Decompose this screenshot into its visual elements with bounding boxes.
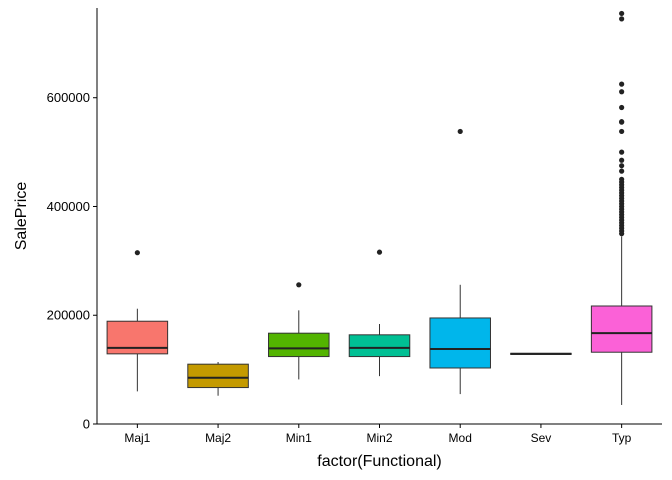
y-axis-title: SalePrice bbox=[13, 182, 30, 251]
box-group-min2 bbox=[348, 249, 411, 377]
box-group-mod bbox=[429, 128, 491, 395]
outlier-point bbox=[619, 176, 625, 182]
outlier-point bbox=[619, 163, 625, 169]
outlier-point bbox=[376, 249, 383, 255]
ticks-layer: Maj1 Maj2 Min1 Min2 Mod Sev Typ 0 200000 400000 60… bbox=[47, 90, 632, 445]
y-tick-label: 200000 bbox=[47, 308, 90, 323]
outlier-point bbox=[619, 149, 625, 155]
outlier-point bbox=[296, 282, 302, 288]
box-group-min1 bbox=[268, 282, 330, 380]
outlier-point bbox=[619, 104, 625, 111]
x-tick-label: Sev bbox=[531, 431, 552, 445]
x-tick-label: Maj1 bbox=[124, 431, 150, 445]
outlier-point bbox=[619, 168, 625, 174]
y-tick-label: 0 bbox=[83, 417, 90, 432]
box-body bbox=[590, 305, 653, 353]
box-group-typ bbox=[590, 10, 653, 405]
y-tick-label: 400000 bbox=[47, 199, 90, 214]
outlier-point bbox=[619, 119, 625, 125]
box-body bbox=[187, 363, 249, 389]
outlier-point bbox=[457, 128, 463, 135]
outlier-point bbox=[619, 89, 625, 95]
x-tick-label: Maj2 bbox=[205, 431, 231, 445]
y-tick-label: 600000 bbox=[47, 90, 90, 105]
x-tick-label: Typ bbox=[612, 431, 632, 445]
box-body bbox=[268, 332, 330, 358]
outlier-point bbox=[619, 16, 625, 22]
box-group-maj1 bbox=[106, 250, 169, 392]
x-tick-label: Min2 bbox=[366, 431, 392, 445]
box-group-sev bbox=[510, 352, 572, 355]
outlier-point bbox=[619, 10, 625, 17]
outlier-point bbox=[619, 81, 625, 87]
box-body bbox=[429, 317, 491, 369]
x-axis-title: factor(Functional) bbox=[317, 453, 442, 470]
x-tick-label: Mod bbox=[449, 431, 472, 445]
outlier-point bbox=[619, 157, 625, 163]
outlier-point bbox=[619, 128, 625, 135]
box-body bbox=[106, 320, 169, 355]
box-body bbox=[348, 334, 411, 358]
x-tick-label: Min1 bbox=[286, 431, 312, 445]
boxes-layer bbox=[106, 10, 653, 405]
box-group-maj2 bbox=[187, 362, 249, 396]
outlier-point bbox=[134, 250, 140, 256]
